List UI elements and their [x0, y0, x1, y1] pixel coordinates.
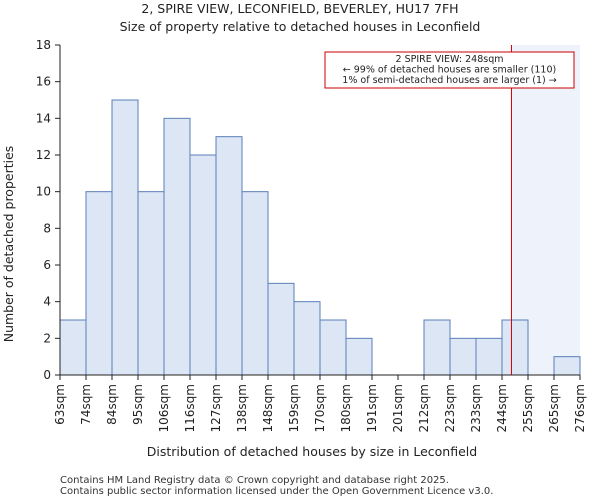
footer-line2: Contains public sector information licen…: [60, 486, 493, 497]
bar-95sqm: [137, 191, 165, 376]
bar-180sqm: [345, 337, 373, 376]
bar-223sqm: [449, 337, 477, 376]
footer-line1: Contains HM Land Registry data © Crown c…: [60, 475, 449, 486]
y-tick-label: 6: [43, 258, 51, 272]
y-tick-label: 0: [43, 368, 51, 382]
y-tick-label: 2: [43, 331, 51, 345]
x-tick-label: 223sqm: [443, 384, 457, 432]
chart-title-line2: Size of property relative to detached ho…: [120, 19, 481, 34]
annotation-line-3: 1% of semi-detached houses are larger (1…: [342, 75, 556, 86]
bar-265sqm: [553, 356, 581, 376]
annotation-line-1: 2 SPIRE VIEW: 248sqm: [396, 54, 504, 65]
annotation-line-2: ← 99% of detached houses are smaller (11…: [343, 65, 556, 76]
bar-233sqm: [475, 337, 503, 376]
bar-159sqm: [293, 301, 321, 376]
y-axis-label: Number of detached properties: [1, 146, 16, 343]
y-tick-label: 10: [36, 185, 51, 199]
x-tick-label: 138sqm: [235, 384, 249, 432]
x-tick-label: 244sqm: [495, 384, 509, 432]
x-tick-label: 95sqm: [131, 384, 145, 425]
x-tick-label: 127sqm: [209, 384, 223, 432]
x-tick-label: 148sqm: [261, 384, 275, 432]
y-tick-label: 14: [36, 111, 51, 125]
bar-116sqm: [189, 154, 217, 376]
y-tick-label: 4: [43, 295, 51, 309]
y-tick-label: 18: [36, 38, 51, 52]
bar-63sqm: [59, 319, 87, 376]
x-tick-label: 159sqm: [287, 384, 301, 432]
x-tick-label: 170sqm: [313, 384, 327, 432]
y-tick-label: 8: [43, 221, 51, 235]
x-tick-label: 233sqm: [469, 384, 483, 432]
x-tick-label: 63sqm: [53, 384, 67, 425]
bar-138sqm: [241, 191, 269, 376]
x-tick-label: 276sqm: [573, 384, 587, 432]
bar-127sqm: [215, 136, 243, 376]
x-tick-label: 255sqm: [521, 384, 535, 432]
bar-212sqm: [423, 319, 451, 376]
x-tick-label: 180sqm: [339, 384, 353, 432]
y-tick-label: 16: [36, 75, 51, 89]
x-axis-label: Distribution of detached houses by size …: [147, 444, 477, 459]
plot-area: 0 2 4 6 8 10 12 14 16 18 63sqm 74sqm 84sqm 95sqm 106sq…: [36, 38, 587, 432]
y-tick-label: 12: [36, 148, 51, 162]
annotation-box: [324, 51, 575, 89]
chart-title-line1: 2, SPIRE VIEW, LECONFIELD, BEVERLEY, HU1…: [141, 1, 458, 16]
bar-106sqm: [163, 117, 191, 376]
x-tick-label: 84sqm: [105, 384, 119, 425]
x-tick-label: 201sqm: [391, 384, 405, 432]
x-tick-label: 191sqm: [365, 384, 379, 432]
x-tick-label: 265sqm: [547, 384, 561, 432]
x-tick-label: 74sqm: [79, 384, 93, 425]
bar-170sqm: [319, 319, 347, 376]
x-tick-label: 212sqm: [417, 384, 431, 432]
x-tick-label: 106sqm: [157, 384, 171, 432]
bar-84sqm: [111, 99, 139, 376]
bar-148sqm: [267, 282, 295, 376]
bar-74sqm: [85, 191, 113, 376]
x-tick-label: 116sqm: [183, 384, 197, 432]
bar-244sqm: [501, 319, 529, 376]
